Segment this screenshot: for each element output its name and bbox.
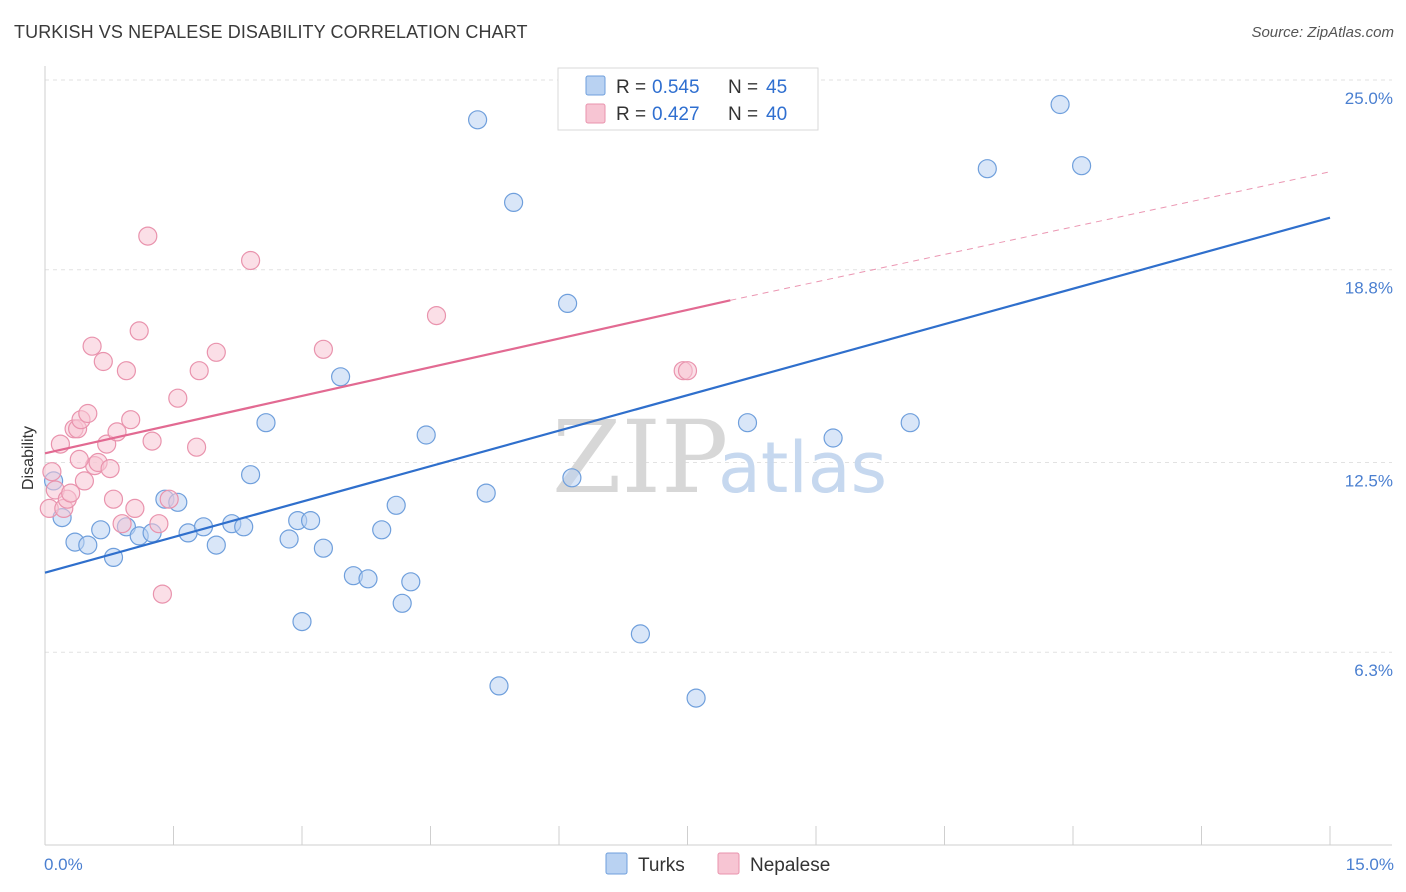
nepalese-point — [206, 342, 226, 362]
turks-point — [91, 520, 111, 540]
turks-point — [900, 413, 920, 433]
nepalese-point — [69, 449, 89, 469]
turks-point — [737, 413, 758, 433]
turks-point — [401, 572, 421, 592]
y-tick-label: 18.8% — [1345, 279, 1393, 298]
turks-point — [392, 593, 412, 613]
turks-point — [489, 676, 509, 696]
legend-n-label-nepalese: N = — [728, 104, 758, 125]
nepalese-point — [149, 514, 169, 534]
series-legend: Turks Nepalese — [605, 852, 830, 876]
turks-point — [503, 192, 524, 212]
turks-point — [78, 535, 98, 555]
nepalese-point — [100, 459, 120, 479]
turks-trend-line — [44, 216, 1331, 574]
nepalese-point — [103, 489, 124, 509]
turks-point — [686, 688, 706, 708]
turks-point — [206, 535, 226, 555]
legend-r-value-nepalese: 0.427 — [652, 104, 700, 125]
nepalese-trend-extension — [730, 171, 1331, 301]
legend-n-value-turks: 45 — [766, 77, 787, 98]
nepalese-point — [125, 498, 145, 518]
watermark-zip: ZIP — [552, 399, 728, 516]
nepalese-point — [116, 361, 137, 381]
nepalese-point — [129, 321, 149, 341]
nepalese-point — [61, 483, 81, 503]
grid-layer — [45, 79, 1392, 653]
nepalese-point — [93, 351, 113, 372]
nepalese-point — [74, 471, 95, 491]
turks-point — [301, 510, 321, 531]
series-nepalese-points — [39, 226, 698, 604]
y-axis-label: Disability — [20, 426, 37, 490]
nepalese-point — [187, 437, 207, 457]
turks-point — [557, 293, 578, 313]
y-tick-label: 25.0% — [1345, 89, 1393, 108]
turks-point — [562, 468, 582, 488]
nepalese-point — [313, 339, 333, 359]
turks-point — [977, 159, 997, 179]
y-tick-labels: 6.3% 12.5% 18.8% 25.0% — [1345, 89, 1393, 680]
nepalese-point — [82, 336, 102, 356]
x-tick-label-min: 0.0% — [44, 855, 83, 874]
nepalese-point — [42, 462, 62, 482]
turks-point — [386, 495, 406, 515]
turks-point — [292, 611, 312, 632]
turks-point — [256, 413, 276, 433]
nepalese-point — [142, 431, 162, 451]
nepalese-point — [121, 410, 141, 430]
turks-point — [476, 483, 496, 503]
turks-point — [313, 538, 333, 558]
stats-legend: R = 0.545 N = 45 R = 0.427 N = 40 — [557, 67, 819, 131]
turks-point — [823, 428, 843, 448]
nepalese-point — [189, 361, 209, 381]
chart-source: Source: ZipAtlas.com — [1251, 24, 1394, 41]
turks-point — [1071, 156, 1092, 176]
y-tick-label: 12.5% — [1345, 472, 1393, 491]
y-tick-label: 6.3% — [1354, 661, 1393, 680]
chart-title: TURKISH VS NEPALESE DISABILITY CORRELATI… — [14, 22, 528, 42]
nepalese-trend-line — [44, 299, 731, 455]
axis-layer — [44, 66, 1392, 846]
turks-point — [630, 624, 651, 644]
nepalese-point — [152, 584, 172, 604]
nepalese-point — [677, 361, 698, 381]
legend-swatch-nepalese — [585, 103, 606, 124]
bottom-legend-swatch-nepalese — [717, 852, 740, 875]
nepalese-point — [159, 489, 179, 509]
legend-r-label-nepalese: R = — [616, 104, 646, 125]
turks-point — [358, 569, 378, 589]
turks-point — [416, 425, 436, 445]
bottom-legend-swatch-turks — [605, 852, 628, 875]
turks-point — [331, 367, 351, 387]
legend-swatch-turks — [585, 75, 606, 96]
turks-point — [468, 110, 488, 130]
turks-point — [1050, 94, 1070, 115]
nepalese-point — [426, 306, 447, 326]
nepalese-point — [241, 250, 261, 271]
trend-layer — [44, 171, 1331, 574]
nepalese-point — [168, 388, 188, 408]
nepalese-point — [78, 403, 98, 424]
bottom-legend-label-turks: Turks — [638, 855, 685, 876]
legend-n-label-turks: N = — [728, 77, 758, 98]
nepalese-point — [112, 514, 132, 534]
turks-point — [241, 465, 261, 485]
legend-n-value-nepalese: 40 — [766, 104, 787, 125]
turks-point — [279, 529, 299, 549]
bottom-legend-label-nepalese: Nepalese — [750, 855, 830, 876]
legend-r-label-turks: R = — [616, 77, 646, 98]
nepalese-point — [138, 226, 158, 246]
x-tick-label-max: 15.0% — [1346, 855, 1394, 874]
legend-r-value-turks: 0.545 — [652, 77, 700, 98]
turks-point — [372, 520, 392, 540]
watermark-atlas: atlas — [718, 427, 887, 509]
watermark: ZIP atlas — [552, 399, 887, 516]
